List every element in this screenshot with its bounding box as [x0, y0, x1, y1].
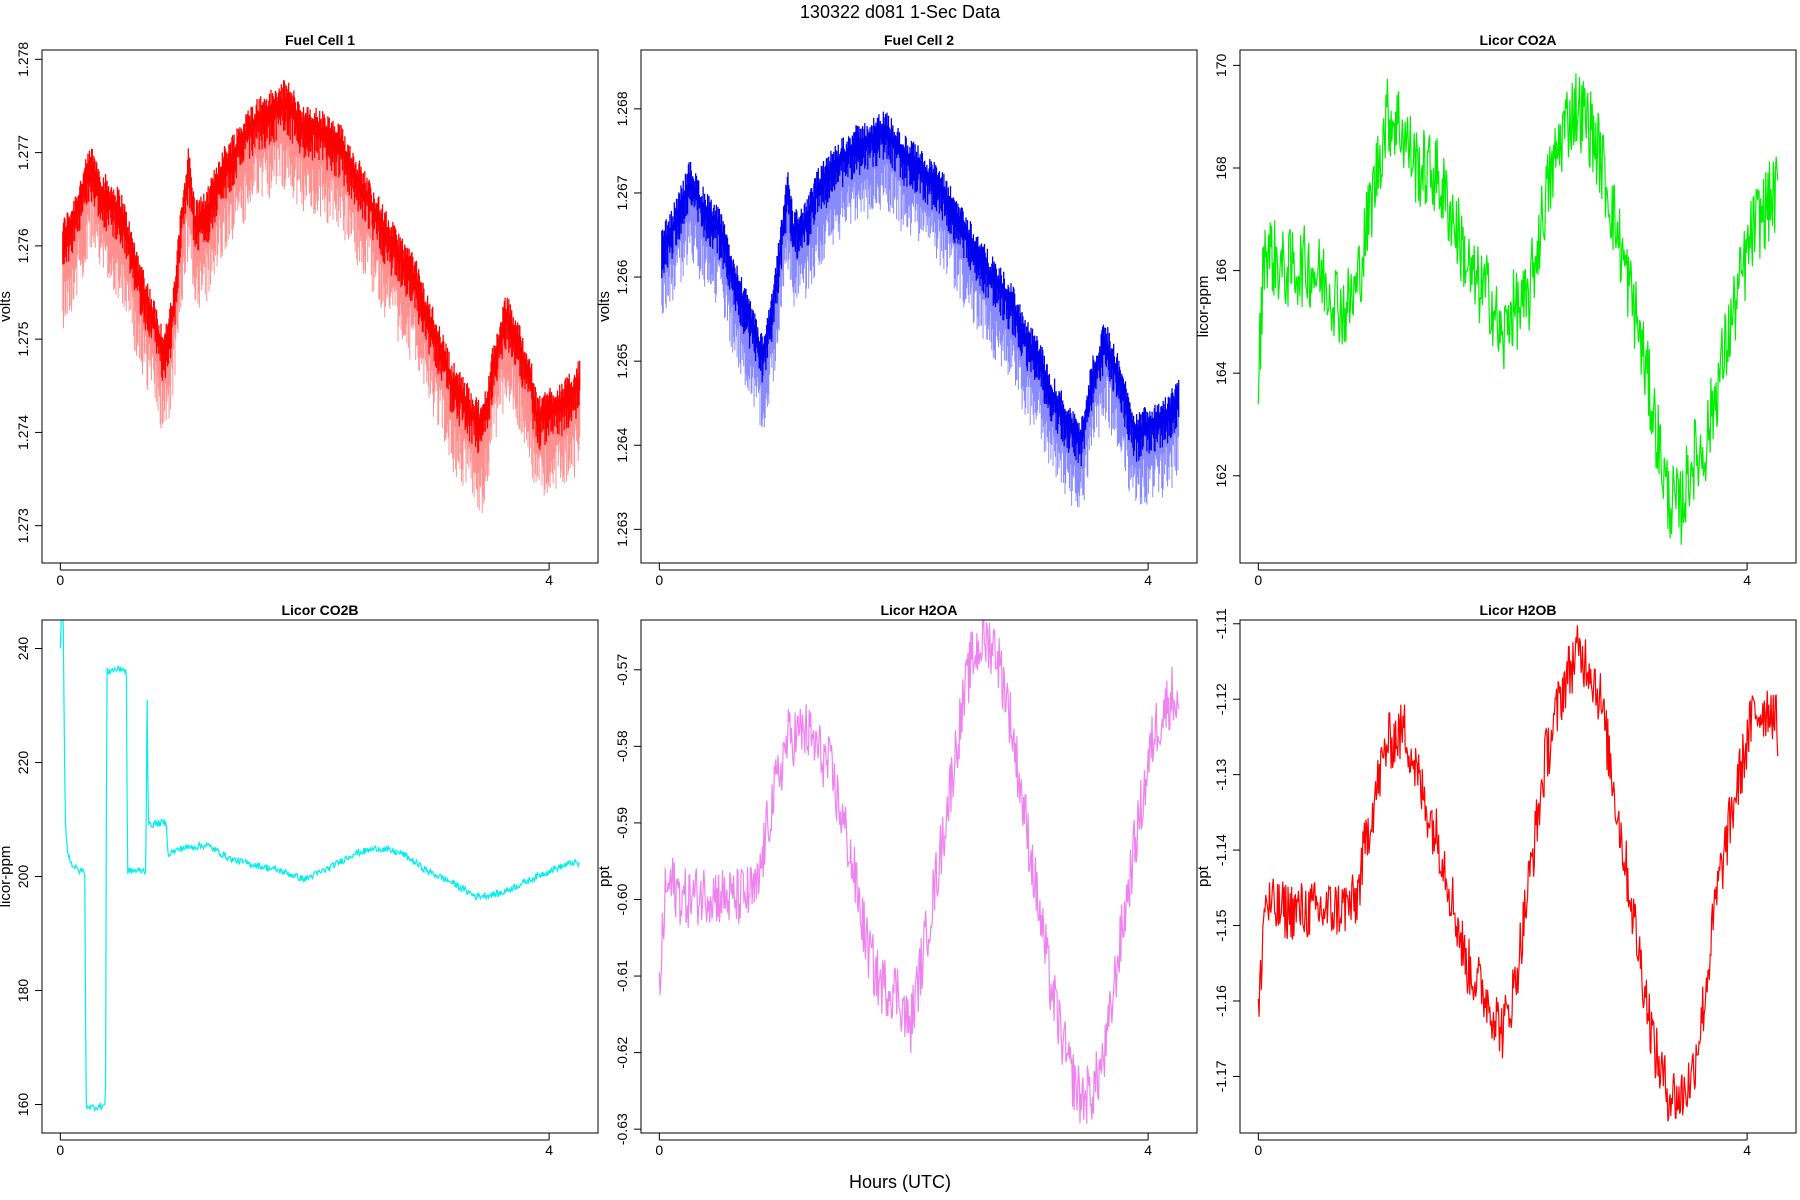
plot-area	[661, 111, 1180, 508]
plot-frame	[640, 49, 1198, 564]
y-tick-label: 200	[15, 865, 31, 889]
x-tick-label: 4	[545, 572, 553, 588]
x-tick-label: 4	[1144, 572, 1152, 588]
plot-area	[658, 620, 1180, 1124]
y-tick-label: -1.14	[1213, 834, 1229, 866]
chart-panel: Licor H2OB ppt -1.17 -1.16 -1.15 -1.14 -1.13 -1…	[1195, 602, 1797, 1158]
y-tick-label: 170	[1213, 53, 1229, 77]
chart-panel: Fuel Cell 2 volts 1.263 1.264 1.265 1.266 1.26…	[596, 32, 1198, 588]
panel-title: Fuel Cell 1	[285, 32, 355, 48]
x-tick-label: 4	[1743, 572, 1751, 588]
panel-title: Licor CO2A	[1479, 32, 1556, 48]
x-axis-title: Hours (UTC)	[849, 1172, 951, 1192]
y-tick-label: -0.60	[614, 883, 630, 915]
panels: Fuel Cell 1 volts 1.273 1.274 1.275 1.276 1.27…	[0, 32, 1797, 1158]
x-tick-label: 0	[1254, 572, 1262, 588]
plot-frame	[41, 619, 599, 1134]
x-tick-label: 0	[655, 572, 663, 588]
y-tick-label: 1.277	[15, 135, 31, 170]
x-tick-label: 0	[56, 572, 64, 588]
y-tick-label: 1.275	[15, 321, 31, 356]
plot-frame	[1239, 49, 1797, 564]
y-tick-label: 1.263	[614, 512, 630, 547]
series-line	[59, 620, 580, 1113]
y-tick-label: 166	[1213, 259, 1229, 283]
series-line	[658, 620, 1180, 1124]
panel-title: Licor CO2B	[281, 602, 358, 618]
chart-panel: Licor CO2B licor-ppm 160 180 200 220 240 0 4	[0, 602, 599, 1158]
y-tick-label: -0.62	[614, 1036, 630, 1068]
y-tick-label: -0.63	[614, 1113, 630, 1145]
y-tick-label: 1.274	[15, 415, 31, 450]
y-tick-label: 180	[15, 979, 31, 1003]
panel-title: Licor H2OA	[880, 602, 957, 618]
y-tick-label: 1.267	[614, 175, 630, 210]
y-tick-label: 1.278	[15, 42, 31, 77]
y-tick-label: 1.268	[614, 91, 630, 126]
chart-panel: Fuel Cell 1 volts 1.273 1.274 1.275 1.276 1.27…	[0, 32, 599, 588]
y-tick-label: 1.265	[614, 343, 630, 378]
series-line	[1257, 73, 1779, 545]
y-tick-label: 162	[1213, 464, 1229, 488]
plot-frame	[640, 619, 1198, 1134]
y-axis-label: ppt	[1195, 865, 1212, 887]
series-line	[62, 80, 581, 454]
chart-panel: Licor H2OA ppt -0.63 -0.62 -0.61 -0.60 -0.59 -0…	[596, 602, 1198, 1158]
y-tick-label: -1.12	[1213, 683, 1229, 715]
figure-title: 130322 d081 1-Sec Data	[800, 2, 1001, 22]
series-line	[1257, 625, 1779, 1122]
y-axis-label: volts	[0, 291, 14, 322]
plot-area	[1257, 625, 1779, 1122]
y-tick-label: -0.59	[614, 807, 630, 839]
x-tick-label: 0	[655, 1142, 663, 1158]
panel-title: Licor H2OB	[1479, 602, 1556, 618]
y-tick-label: -1.13	[1213, 758, 1229, 790]
y-tick-label: 240	[15, 637, 31, 661]
y-tick-label: 1.266	[614, 259, 630, 294]
y-tick-label: 164	[1213, 361, 1229, 385]
y-tick-label: -0.61	[614, 960, 630, 992]
y-axis-label: licor-ppm	[0, 846, 14, 908]
y-tick-label: -1.17	[1213, 1060, 1229, 1092]
x-tick-label: 4	[545, 1142, 553, 1158]
plot-area	[1257, 73, 1779, 545]
plot-frame	[41, 49, 599, 564]
y-axis-label: volts	[596, 291, 613, 322]
y-tick-label: -0.58	[614, 730, 630, 762]
y-axis-label: ppt	[596, 865, 613, 887]
plot-area	[62, 80, 581, 514]
y-tick-label: -1.11	[1213, 608, 1229, 639]
panel-title: Fuel Cell 2	[884, 32, 954, 48]
chart-panel: Licor CO2A licor-ppm 162 164 166 168 170 0 4	[1195, 32, 1797, 588]
y-tick-label: 168	[1213, 156, 1229, 180]
y-tick-label: -1.15	[1213, 909, 1229, 941]
y-tick-label: 1.264	[614, 428, 630, 463]
x-tick-label: 0	[1254, 1142, 1262, 1158]
series-line	[661, 111, 1180, 467]
y-tick-label: 1.273	[15, 508, 31, 543]
y-tick-label: 1.276	[15, 228, 31, 263]
y-tick-label: -0.57	[614, 654, 630, 686]
plot-frame	[1239, 619, 1797, 1134]
y-axis-label: licor-ppm	[1195, 276, 1212, 338]
y-tick-label: 160	[15, 1093, 31, 1117]
plot-area	[59, 620, 580, 1113]
x-tick-label: 4	[1743, 1142, 1751, 1158]
x-tick-label: 0	[56, 1142, 64, 1158]
x-tick-label: 4	[1144, 1142, 1152, 1158]
y-tick-label: -1.16	[1213, 985, 1229, 1017]
y-tick-label: 220	[15, 751, 31, 775]
